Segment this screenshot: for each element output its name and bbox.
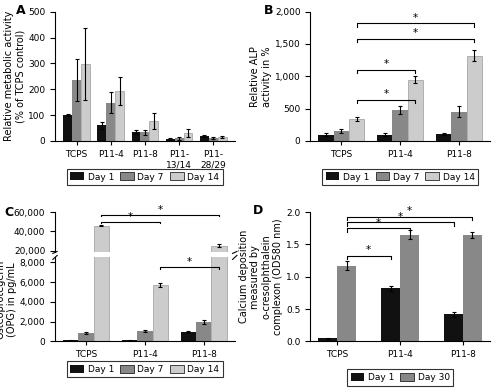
Bar <box>349 119 364 141</box>
Bar <box>94 225 109 270</box>
Bar <box>150 121 158 141</box>
Legend: Day 1, Day 7, Day 14: Day 1, Day 7, Day 14 <box>322 169 478 185</box>
Bar <box>200 136 209 141</box>
Bar <box>81 64 90 141</box>
Legend: Day 1, Day 30: Day 1, Day 30 <box>347 369 454 386</box>
Text: *: * <box>376 218 380 228</box>
Y-axis label: Osteoprotegerin
(OPG) in pg/mL: Osteoprotegerin (OPG) in pg/mL <box>0 260 17 339</box>
Text: B: B <box>264 4 273 17</box>
Bar <box>137 331 152 341</box>
Bar <box>334 131 349 141</box>
Y-axis label: Relative metabolic activity
(% of TCPS control): Relative metabolic activity (% of TCPS c… <box>4 11 26 142</box>
Bar <box>174 139 184 141</box>
Bar <box>72 80 81 141</box>
Bar <box>94 0 109 341</box>
Bar <box>212 94 226 341</box>
Bar <box>152 264 168 270</box>
Bar <box>463 235 482 341</box>
Text: D: D <box>252 204 263 217</box>
Bar <box>452 112 466 141</box>
Bar <box>318 338 337 341</box>
Text: *: * <box>384 89 388 99</box>
Bar <box>166 139 174 141</box>
Text: *: * <box>398 212 402 222</box>
Bar <box>212 246 226 270</box>
Bar <box>337 266 356 341</box>
Bar <box>140 132 149 141</box>
Bar <box>115 91 124 141</box>
Text: *: * <box>384 59 388 69</box>
Bar <box>132 132 140 141</box>
Bar <box>382 288 400 341</box>
Bar <box>400 235 419 341</box>
Bar <box>98 125 106 141</box>
Bar <box>78 269 94 270</box>
Text: *: * <box>366 246 371 255</box>
Bar <box>152 285 168 341</box>
Text: A: A <box>16 4 25 17</box>
Bar <box>466 55 482 141</box>
Bar <box>408 80 423 141</box>
Bar <box>196 268 212 270</box>
Y-axis label: Relative ALP
activity in %: Relative ALP activity in % <box>250 46 272 107</box>
Bar <box>184 133 192 141</box>
Bar <box>63 340 78 341</box>
Bar <box>436 134 452 141</box>
Bar <box>180 332 196 341</box>
Text: *: * <box>187 257 192 267</box>
Text: *: * <box>413 13 418 23</box>
Bar <box>209 139 218 141</box>
Bar <box>137 268 152 270</box>
Bar <box>106 103 115 141</box>
Text: *: * <box>407 206 412 216</box>
Bar <box>377 135 392 141</box>
Text: *: * <box>413 28 418 38</box>
Text: C: C <box>4 206 14 219</box>
Bar <box>78 333 94 341</box>
Legend: Day 1, Day 7, Day 14: Day 1, Day 7, Day 14 <box>67 361 223 378</box>
Text: *: * <box>128 211 134 222</box>
Bar <box>444 314 463 341</box>
Bar <box>392 110 408 141</box>
Bar <box>122 340 137 341</box>
Bar <box>318 135 334 141</box>
Text: *: * <box>158 205 162 215</box>
Bar <box>196 322 212 341</box>
Bar <box>63 115 72 141</box>
Legend: Day 1, Day 7, Day 14: Day 1, Day 7, Day 14 <box>67 169 223 185</box>
Y-axis label: Calcium deposition
measured by
o-cresolphthalein
complexon (OD580 nm): Calcium deposition measured by o-cresolp… <box>238 218 284 335</box>
Bar <box>180 269 196 270</box>
Bar <box>218 137 226 141</box>
